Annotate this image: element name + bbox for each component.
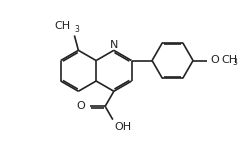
Text: 3: 3: [75, 25, 80, 34]
Text: O: O: [210, 55, 219, 65]
Text: N: N: [110, 40, 118, 50]
Text: O: O: [77, 101, 86, 111]
Text: CH: CH: [221, 55, 237, 65]
Text: OH: OH: [115, 122, 132, 132]
Text: CH: CH: [54, 21, 70, 31]
Text: 3: 3: [232, 58, 237, 67]
